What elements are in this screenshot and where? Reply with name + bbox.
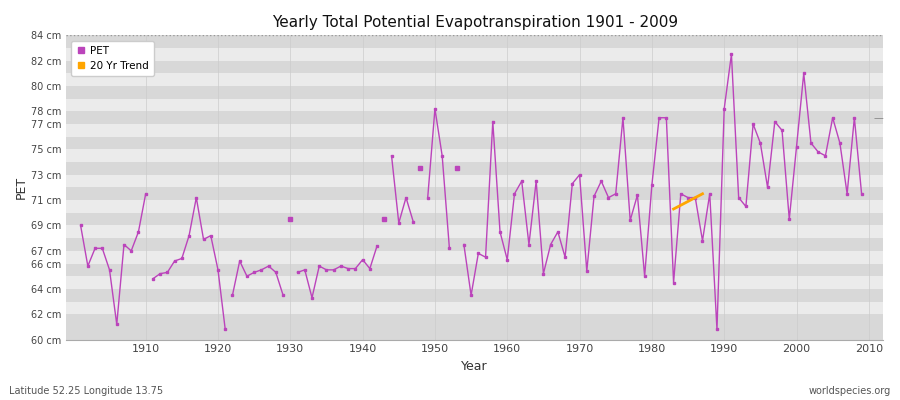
Bar xyxy=(66,289,883,302)
Bar xyxy=(66,226,883,238)
Bar xyxy=(66,99,883,111)
Bar xyxy=(66,276,883,289)
Legend: PET, 20 Yr Trend: PET, 20 Yr Trend xyxy=(71,40,154,76)
Bar xyxy=(66,314,883,340)
Bar xyxy=(66,35,883,48)
Text: —: — xyxy=(874,113,883,123)
Bar xyxy=(66,264,883,276)
Bar xyxy=(66,302,883,314)
Bar xyxy=(66,137,883,150)
Bar xyxy=(66,238,883,251)
X-axis label: Year: Year xyxy=(462,360,488,373)
Text: worldspecies.org: worldspecies.org xyxy=(809,386,891,396)
Bar xyxy=(66,251,883,264)
Y-axis label: PET: PET xyxy=(15,176,28,199)
Bar xyxy=(66,188,883,200)
Text: Latitude 52.25 Longitude 13.75: Latitude 52.25 Longitude 13.75 xyxy=(9,386,163,396)
Bar xyxy=(66,86,883,99)
Bar xyxy=(66,111,883,124)
Bar xyxy=(66,175,883,188)
Bar xyxy=(66,162,883,175)
Bar xyxy=(66,124,883,137)
Bar xyxy=(66,48,883,61)
Bar xyxy=(66,61,883,73)
Bar xyxy=(66,150,883,162)
Bar xyxy=(66,200,883,213)
Bar xyxy=(66,213,883,226)
Title: Yearly Total Potential Evapotranspiration 1901 - 2009: Yearly Total Potential Evapotranspiratio… xyxy=(272,15,678,30)
Bar xyxy=(66,73,883,86)
